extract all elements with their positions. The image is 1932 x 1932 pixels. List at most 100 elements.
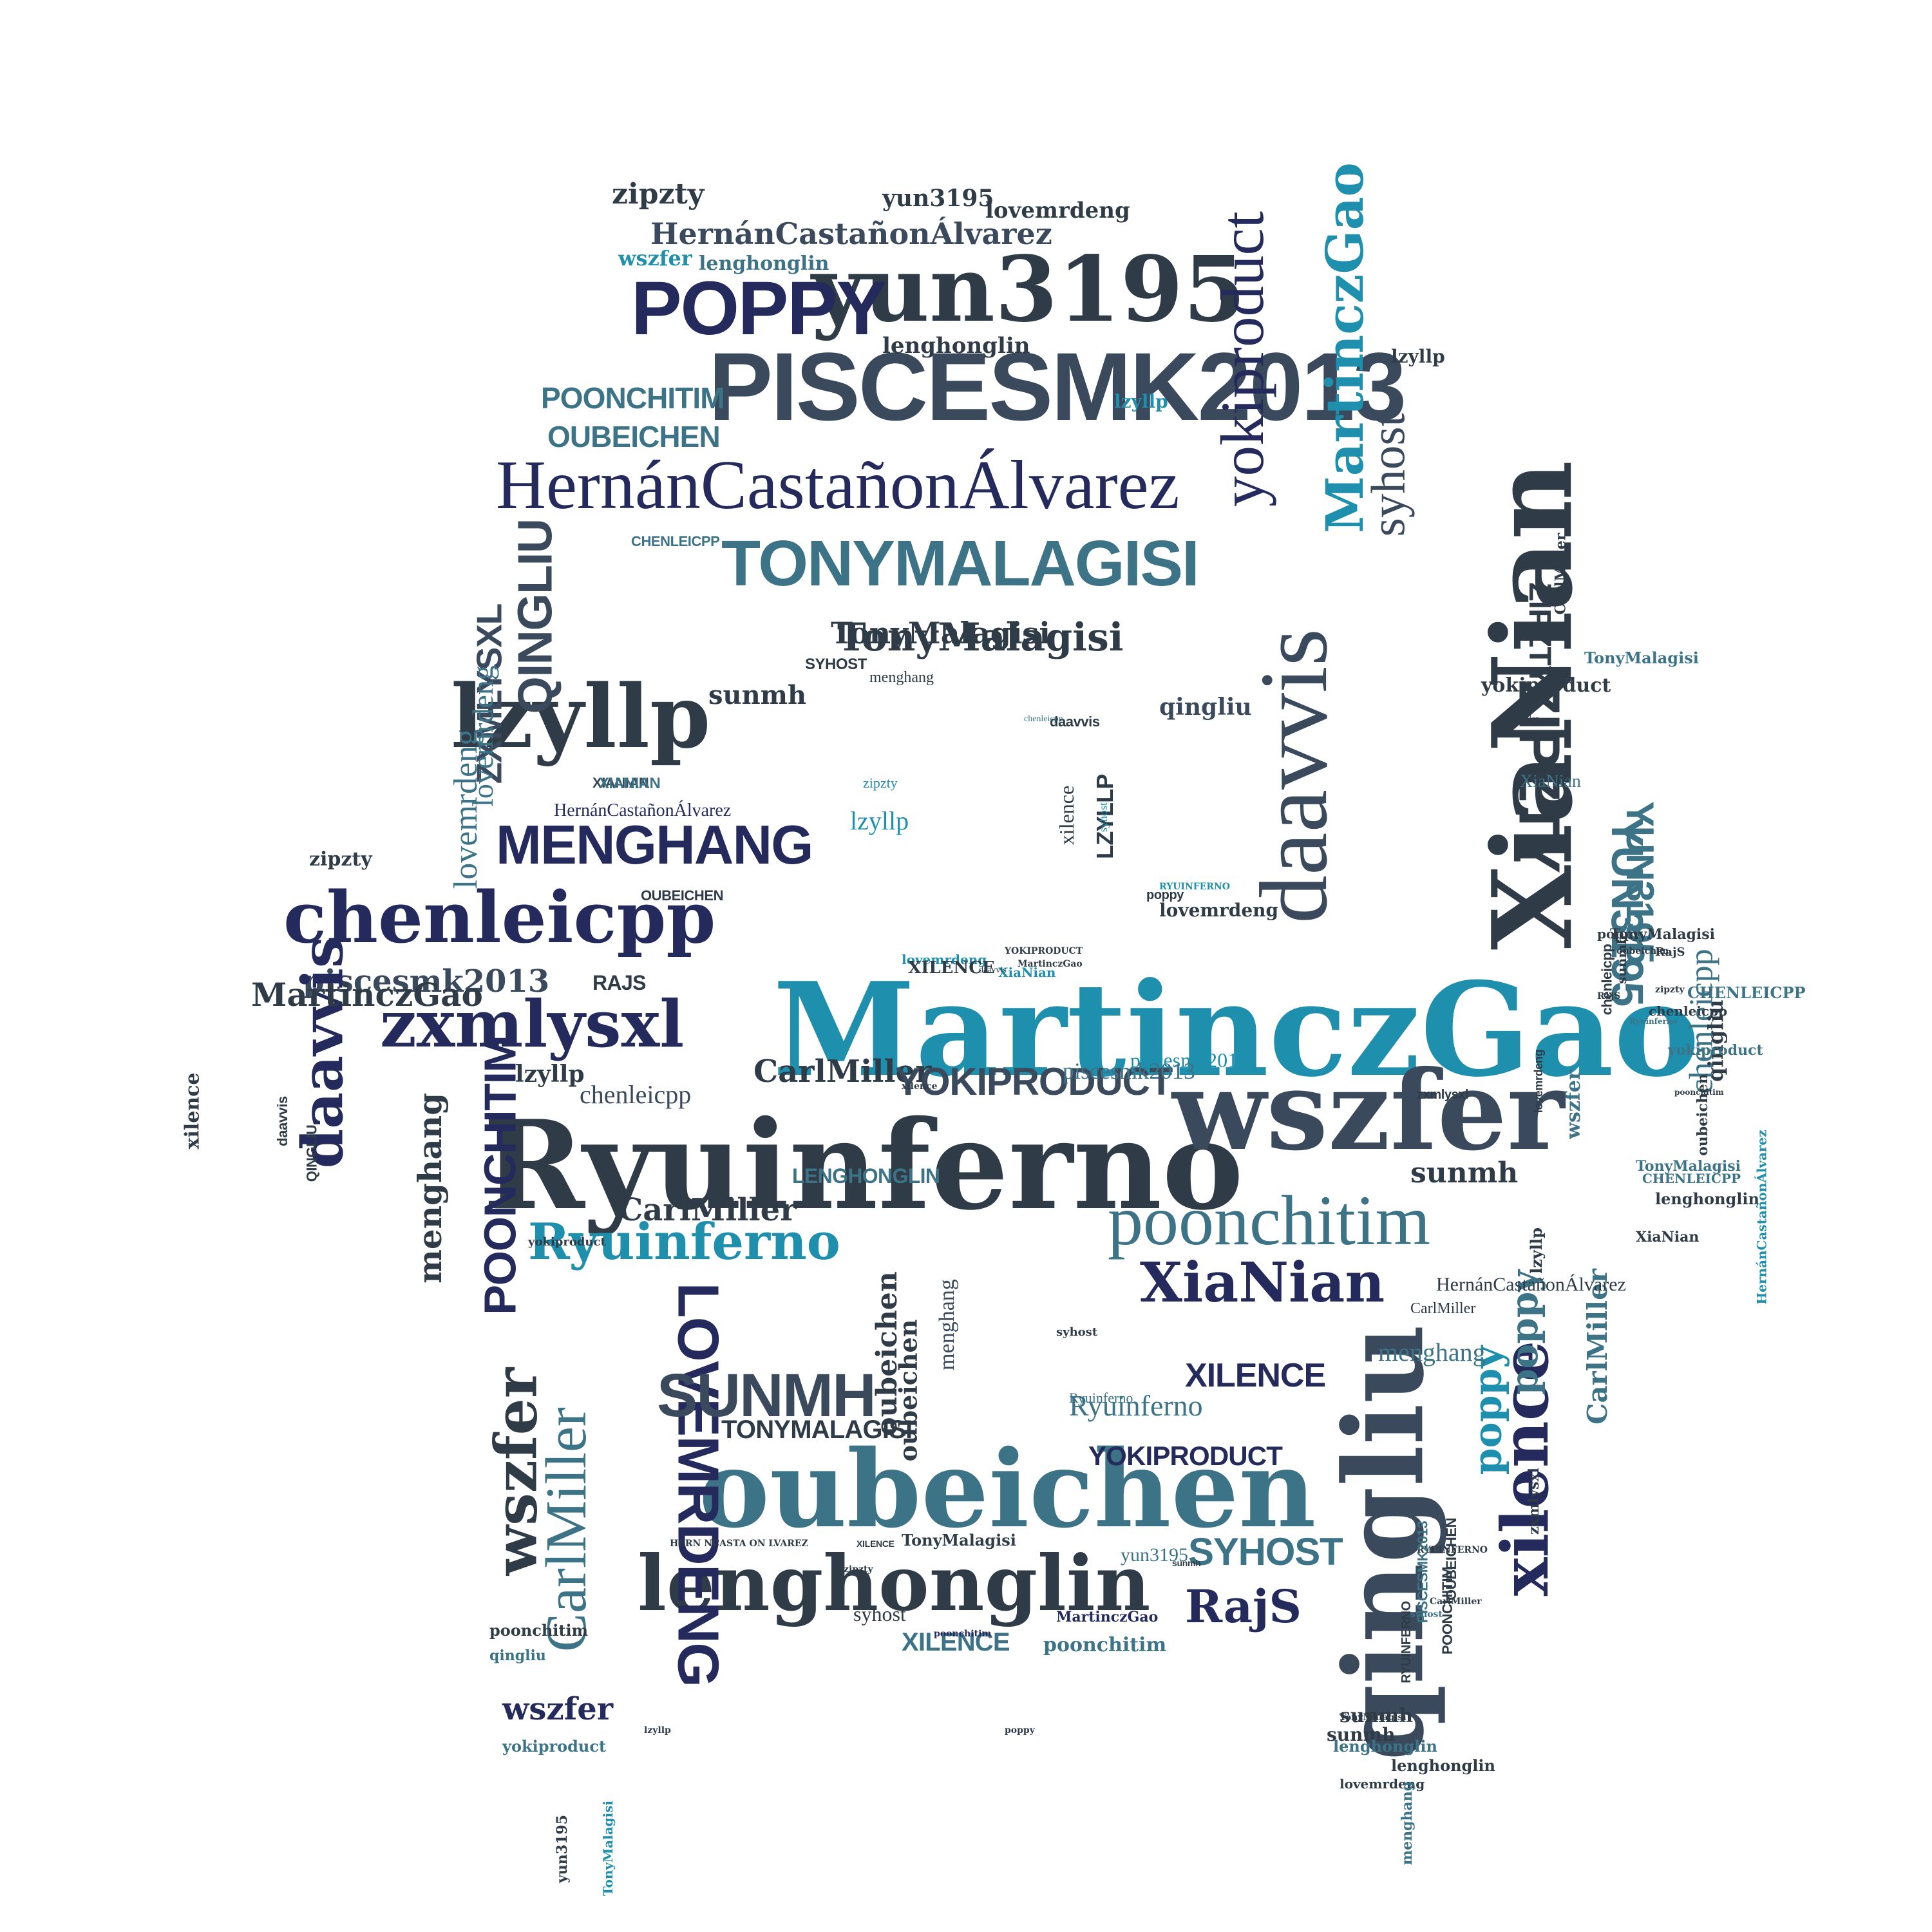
word-cloud-word: lzyllp — [451, 665, 711, 768]
word-cloud-word: HernánCastañonÁlvarez — [1754, 1130, 1770, 1305]
word-cloud-word: sunmh — [1327, 1724, 1396, 1745]
word-cloud-word: oubeichen — [1694, 1074, 1711, 1156]
word-cloud-word: XILENCE — [902, 1628, 1010, 1656]
word-cloud-word: XILENCE — [908, 958, 995, 978]
word-cloud-word: chenleicpp — [1598, 943, 1615, 1016]
word-cloud-word: piscesmk2013 — [1063, 1058, 1195, 1084]
word-cloud-word: Ryuinferno — [1069, 1389, 1203, 1422]
word-cloud-word: YOKIPRODUCT — [1005, 946, 1083, 956]
word-cloud-word: ZIPZTY — [1522, 582, 1557, 685]
word-cloud-word: daavvis — [1050, 714, 1100, 730]
word-cloud-word: CarlMiller — [618, 1192, 797, 1228]
word-cloud-word: wszfer — [1562, 1070, 1585, 1139]
word-cloud-word: CarlMiller — [1410, 1300, 1476, 1317]
word-cloud-word: syhost — [1361, 413, 1416, 537]
word-cloud-word: CarlMiller — [1430, 1596, 1482, 1607]
word-cloud-word: yun3195 — [554, 1814, 571, 1884]
word-cloud-word: XiaNian — [1520, 772, 1581, 791]
word-cloud-word: XILENCE — [857, 1539, 895, 1549]
word-cloud-word: Ryuinferno — [1069, 1390, 1133, 1406]
word-cloud-word: piscesmk2013 — [1130, 1048, 1249, 1072]
word-cloud-word: poonchitim — [1108, 1181, 1431, 1260]
word-cloud-word: qingliu — [1159, 694, 1252, 721]
word-cloud-word: zxmlysxl — [380, 986, 685, 1062]
word-cloud-word: RYUINFERNO — [1159, 882, 1230, 892]
word-cloud-word: yokiproduct — [1668, 1042, 1763, 1059]
word-cloud-word: sunmh — [1410, 1157, 1519, 1189]
word-cloud-word: LENGHONGLIN — [792, 1164, 940, 1188]
word-cloud-word: XiaNian — [1140, 1251, 1385, 1315]
word-cloud-word: lenghonglin — [1333, 1737, 1437, 1756]
word-cloud-word: yun3195 — [882, 185, 994, 212]
word-cloud-word: menghang — [934, 1279, 959, 1370]
word-cloud-word: SUNMH — [657, 1361, 876, 1430]
word-cloud-word: syhost — [1097, 802, 1110, 833]
word-cloud-word: HernánCastañonÁlvarez — [496, 447, 1180, 524]
word-cloud-word: Ryuinferno — [1629, 1017, 1678, 1026]
word-cloud-word: sunmh — [708, 680, 807, 710]
word-cloud-word: TonyMalagisi — [837, 615, 1124, 660]
word-cloud-word: daavvis — [274, 1096, 290, 1146]
word-cloud-word: QINGLIU — [507, 519, 562, 714]
word-cloud-word: lzyllp — [1391, 346, 1445, 367]
word-cloud-word: xilence — [1055, 785, 1079, 846]
word-cloud-word: sunmh — [1340, 1705, 1414, 1727]
word-cloud-word: YOKIPRODUCT — [895, 1060, 1173, 1103]
word-cloud-word: yun3195 — [811, 237, 1246, 343]
word-cloud-word: menghang — [1399, 1781, 1416, 1866]
word-cloud-word: XiaNian — [1636, 1229, 1700, 1245]
word-cloud-word: CarlMiller — [753, 1054, 932, 1090]
word-cloud-word: TONYMALAGISI — [721, 1416, 913, 1444]
word-cloud-word: CHENLEICPP — [631, 533, 720, 549]
word-cloud-word: yokiproduct — [528, 1235, 606, 1249]
word-cloud-word: MartinczGao — [773, 954, 1700, 1106]
word-cloud-word: CarlMiller — [1501, 714, 1539, 724]
word-cloud-word: XILENCE — [1185, 1357, 1326, 1394]
word-cloud-word: wszfer — [618, 246, 692, 270]
word-cloud-word: PISCESMK2013 — [1414, 1520, 1431, 1624]
word-cloud-word: xilence — [181, 1072, 204, 1150]
word-cloud-word: poppy — [1146, 888, 1184, 902]
word-cloud-word: lenghonglin — [882, 333, 1030, 359]
word-cloud-word: lovemrdeng — [1340, 1776, 1425, 1792]
word-cloud-word: lenghonglin — [1391, 1756, 1495, 1775]
word-cloud-word: qingliu — [489, 1647, 546, 1664]
word-cloud-word: poonchitim — [934, 1629, 992, 1639]
word-cloud-word: TonyMalagisi — [1340, 1712, 1406, 1723]
word-cloud-word: TonyMalagisi — [1636, 1158, 1741, 1175]
word-cloud-word: wszfer — [502, 1691, 614, 1727]
word-cloud-word: QINGLIU — [303, 1124, 320, 1182]
word-cloud-word: TonyMalagisi — [600, 1800, 616, 1897]
word-cloud-word: sunmh — [1172, 1558, 1201, 1568]
word-cloud-word: lovemrdeng — [902, 952, 987, 967]
word-cloud-word: PISCESMK2013 — [708, 332, 1406, 440]
word-cloud-word: XIANIAN — [599, 775, 661, 792]
word-cloud-word: daavvis — [1240, 628, 1348, 924]
word-cloud-word: OUBEICHEN — [641, 887, 724, 904]
word-cloud-word: lenghonglin — [1655, 1189, 1759, 1208]
word-cloud-word: HernánCastañonÁlvarez — [1436, 1274, 1626, 1295]
word-cloud-word: CarlMiller — [1552, 533, 1569, 615]
word-cloud-word: syhost — [1056, 1325, 1098, 1339]
word-cloud-word: zipzty — [844, 1564, 873, 1575]
word-cloud-word: SYHOST — [1188, 1530, 1343, 1573]
word-cloud-word: TONYMALAGISI — [721, 527, 1200, 600]
word-cloud-word: lenghonglin — [699, 252, 829, 275]
word-cloud-word: Ryuinferno — [528, 1213, 840, 1271]
word-cloud-word: yokiproduct — [1481, 674, 1611, 697]
word-cloud-word: chenleicpp — [580, 1080, 692, 1109]
word-cloud-word: lovemrdeng — [466, 665, 499, 807]
word-cloud-word: OUBEICHEN — [1443, 1517, 1460, 1601]
word-cloud-word: lzyllp — [1526, 1227, 1546, 1274]
word-cloud-word: zxmlysxl — [1525, 1468, 1542, 1535]
word-cloud-word: oubeichen — [1616, 946, 1669, 956]
word-cloud-word: chenleicpp — [283, 876, 716, 959]
word-cloud-word: OUBEICHEN — [547, 420, 721, 453]
word-cloud-word: RYUINFERNO — [1417, 1545, 1488, 1555]
word-cloud-word: sunmh — [1614, 934, 1630, 985]
word-cloud-word: chenleicpp — [1649, 1003, 1728, 1019]
word-cloud-word: poonchitim — [489, 1621, 589, 1640]
word-cloud-word: oubeichen — [699, 1426, 1316, 1551]
word-cloud-word: Ryuinferno — [483, 1094, 1244, 1237]
